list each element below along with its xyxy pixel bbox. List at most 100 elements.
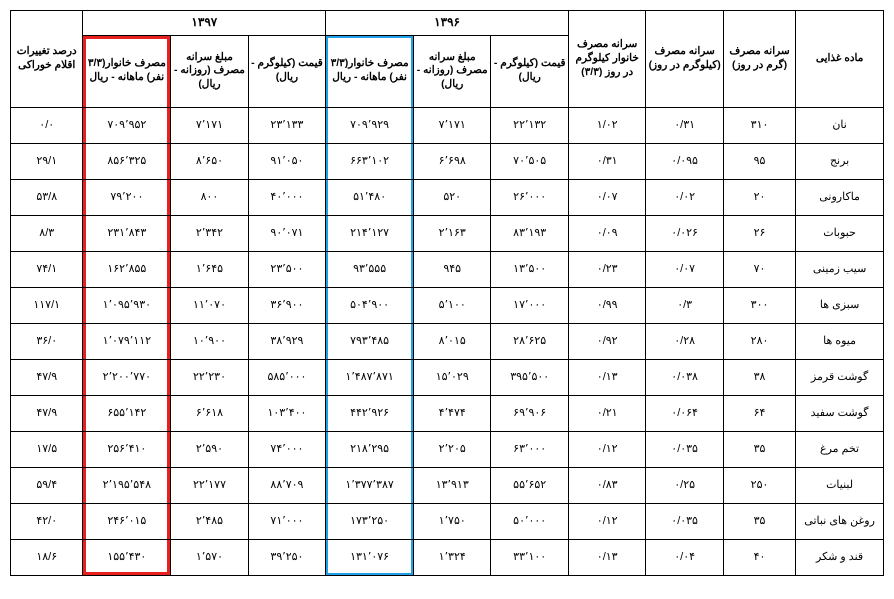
- percent-cell: ۷۴/۱: [11, 251, 83, 287]
- food: ماکارونی: [796, 179, 884, 215]
- month97-cell: ۲٬۱۹۵٬۵۴۸: [83, 467, 171, 503]
- hhkg-cell: ۰/۱۲: [568, 431, 645, 467]
- food: گوشت قرمز: [796, 359, 884, 395]
- header-price96: قیمت (کیلوگرم - ریال): [491, 35, 568, 107]
- month97-cell: ۶۵۵٬۱۴۲: [83, 395, 171, 431]
- spend96-cell: ۷٬۱۷۱: [414, 107, 491, 143]
- gram-cell: ۶۴: [723, 395, 795, 431]
- price96-cell: ۳۳٬۱۰۰: [491, 539, 568, 575]
- header-year-1396: ۱۳۹۶: [326, 11, 569, 36]
- percent-cell: ۰/۰: [11, 107, 83, 143]
- spend97-cell: ۱۰٬۹۰۰: [171, 323, 248, 359]
- month96-cell: ۹۳٬۵۵۵: [326, 251, 414, 287]
- kg-cell: ۰/۳: [646, 287, 723, 323]
- spend96-cell: ۲٬۱۶۳: [414, 215, 491, 251]
- month96-cell: ۶۶۳٬۱۰۲: [326, 143, 414, 179]
- price96-cell: ۳۹۵٬۵۰۰: [491, 359, 568, 395]
- spend96-cell: ۸٬۰۱۵: [414, 323, 491, 359]
- percent-cell: ۸/۳: [11, 215, 83, 251]
- food: نان: [796, 107, 884, 143]
- price96-cell: ۲۶٬۰۰۰: [491, 179, 568, 215]
- month97-cell: ۲٬۲۰۰٬۷۷۰: [83, 359, 171, 395]
- kg-cell: ۰/۰۴: [646, 539, 723, 575]
- kg-cell: ۰/۲۵: [646, 467, 723, 503]
- kg-cell: ۰/۰۷: [646, 251, 723, 287]
- month97-cell: ۲۴۶٬۰۱۵: [83, 503, 171, 539]
- month96-cell: ۵۰۴٬۹۰۰: [326, 287, 414, 323]
- percent-cell: ۵۳/۸: [11, 179, 83, 215]
- header-percent: درصد تغییرات اقلام خوراکی: [11, 11, 83, 108]
- hhkg-cell: ۰/۳۱: [568, 143, 645, 179]
- table-row: ماکارونی۲۰۰/۰۲۰/۰۷۲۶٬۰۰۰۵۲۰۵۱٬۴۸۰۴۰٬۰۰۰۸…: [11, 179, 884, 215]
- price96-cell: ۲۸٬۶۲۵: [491, 323, 568, 359]
- header-spend97: مبلغ سرانه مصرف (روزانه - ریال): [171, 35, 248, 107]
- price97-cell: ۴۰٬۰۰۰: [248, 179, 325, 215]
- month96-cell: ۲۱۸٬۲۹۵: [326, 431, 414, 467]
- month96-cell: ۷۹۳٬۴۸۵: [326, 323, 414, 359]
- gram-cell: ۳۸: [723, 359, 795, 395]
- spend97-cell: ۱۱٬۰۷۰: [171, 287, 248, 323]
- month97-cell: ۱۶۲٬۸۵۵: [83, 251, 171, 287]
- spend96-cell: ۹۴۵: [414, 251, 491, 287]
- percent-cell: ۱۸/۶: [11, 539, 83, 575]
- month96-cell: ۱٬۴۸۷٬۸۷۱: [326, 359, 414, 395]
- price97-cell: ۸۸٬۷۰۹: [248, 467, 325, 503]
- price96-cell: ۷۰٬۵۰۵: [491, 143, 568, 179]
- gram-cell: ۹۵: [723, 143, 795, 179]
- hhkg-cell: ۰/۲۱: [568, 395, 645, 431]
- gram-cell: ۳۰۰: [723, 287, 795, 323]
- price97-cell: ۵۸۵٬۰۰۰: [248, 359, 325, 395]
- percent-cell: ۲۹/۱: [11, 143, 83, 179]
- month96-cell: ۲۱۴٬۱۲۷: [326, 215, 414, 251]
- food: سبزی ها: [796, 287, 884, 323]
- kg-cell: ۰/۰۳۵: [646, 431, 723, 467]
- price97-cell: ۷۴٬۰۰۰: [248, 431, 325, 467]
- spend97-cell: ۱٬۶۴۵: [171, 251, 248, 287]
- gram-cell: ۳۵: [723, 503, 795, 539]
- price97-cell: ۲۳٬۱۳۳: [248, 107, 325, 143]
- month97-cell: ۷۰۹٬۹۵۲: [83, 107, 171, 143]
- food: گوشت سفید: [796, 395, 884, 431]
- header-month97: مصرف خانوار(۳/۳ نفر) ماهانه - ریال: [83, 35, 171, 107]
- header-hhkg: سرانه مصرف خانوار کیلوگرم در روز (۳/۳): [568, 11, 645, 108]
- table-row: حبوبات۲۶۰/۰۲۶۰/۰۹۸۳٬۱۹۳۲٬۱۶۳۲۱۴٬۱۲۷۹۰٬۰۷…: [11, 215, 884, 251]
- food: برنج: [796, 143, 884, 179]
- spend96-cell: ۲٬۲۰۵: [414, 431, 491, 467]
- hhkg-cell: ۰/۹۹: [568, 287, 645, 323]
- kg-cell: ۰/۰۳۵: [646, 503, 723, 539]
- table-row: لبنیات۲۵۰۰/۲۵۰/۸۳۵۵٬۶۵۲۱۳٬۹۱۳۱٬۳۷۷٬۳۸۷۸۸…: [11, 467, 884, 503]
- percent-cell: ۳۶/۰: [11, 323, 83, 359]
- header-gram: سرانه مصرف (گرم در روز): [723, 11, 795, 108]
- header-kg: سرانه مصرف (کیلوگرم در روز): [646, 11, 723, 108]
- kg-cell: ۰/۰۹۵: [646, 143, 723, 179]
- header-spend96: مبلغ سرانه مصرف (روزانه - ریال): [414, 35, 491, 107]
- gram-cell: ۲۶: [723, 215, 795, 251]
- gram-cell: ۲۰: [723, 179, 795, 215]
- price97-cell: ۳۹٬۲۵۰: [248, 539, 325, 575]
- price96-cell: ۸۳٬۱۹۳: [491, 215, 568, 251]
- spend96-cell: ۵۲۰: [414, 179, 491, 215]
- food: قند و شکر: [796, 539, 884, 575]
- gram-cell: ۷۰: [723, 251, 795, 287]
- month96-cell: ۱۷۳٬۲۵۰: [326, 503, 414, 539]
- price96-cell: ۵۰٬۰۰۰: [491, 503, 568, 539]
- percent-cell: ۱۱۷/۱: [11, 287, 83, 323]
- consumption-table: ماده غذایی سرانه مصرف (گرم در روز) سرانه…: [10, 10, 884, 576]
- spend96-cell: ۱۳٬۹۱۳: [414, 467, 491, 503]
- price97-cell: ۱۰۳٬۴۰۰: [248, 395, 325, 431]
- spend97-cell: ۶٬۶۱۸: [171, 395, 248, 431]
- table-row: نان۳۱۰۰/۳۱۱/۰۲۲۲٬۱۳۲۷٬۱۷۱۷۰۹٬۹۲۹۲۳٬۱۳۳۷٬…: [11, 107, 884, 143]
- percent-cell: ۵۹/۴: [11, 467, 83, 503]
- spend97-cell: ۲۲٬۲۳۰: [171, 359, 248, 395]
- price97-cell: ۳۶٬۹۰۰: [248, 287, 325, 323]
- food: لبنیات: [796, 467, 884, 503]
- spend96-cell: ۱۵٬۰۲۹: [414, 359, 491, 395]
- percent-cell: ۴۲/۰: [11, 503, 83, 539]
- month97-cell: ۱٬۰۹۵٬۹۳۰: [83, 287, 171, 323]
- header-month96: مصرف خانوار(۳/۳ نفر) ماهانه - ریال: [326, 35, 414, 107]
- month96-cell: ۵۱٬۴۸۰: [326, 179, 414, 215]
- gram-cell: ۴۰: [723, 539, 795, 575]
- table-row: گوشت سفید۶۴۰/۰۶۴۰/۲۱۶۹٬۹۰۶۴٬۴۷۴۴۴۲٬۹۲۶۱۰…: [11, 395, 884, 431]
- percent-cell: ۴۷/۹: [11, 395, 83, 431]
- price97-cell: ۳۸٬۹۲۹: [248, 323, 325, 359]
